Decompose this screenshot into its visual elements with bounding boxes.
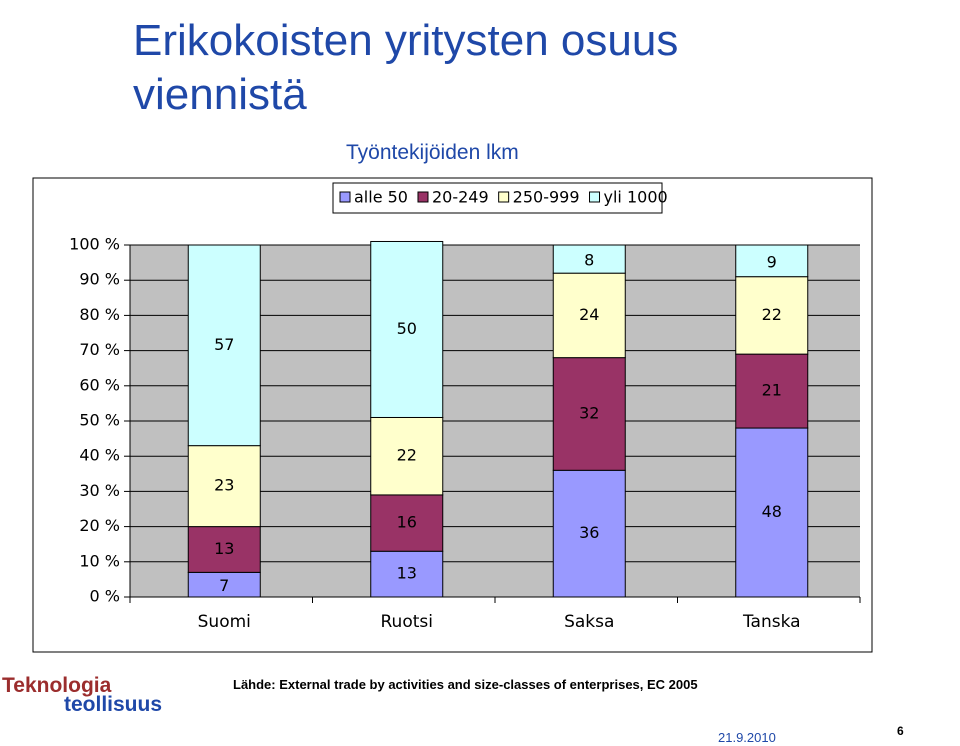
y-tick-label: 60 % — [79, 375, 120, 394]
slide-title: Erikokoisten yritysten osuus viennistä — [133, 16, 679, 119]
x-tick-label: Ruotsi — [381, 612, 433, 632]
data-label: 8 — [584, 251, 594, 270]
x-tick-label: Saksa — [564, 612, 614, 632]
logo-text: Teknologia — [2, 674, 112, 697]
y-tick-label: 70 % — [79, 340, 120, 359]
x-tick-label: Suomi — [198, 612, 251, 632]
data-label: 24 — [579, 305, 599, 324]
data-label: 22 — [397, 446, 417, 465]
legend-label: alle 50 — [354, 188, 408, 207]
data-label: 13 — [214, 539, 234, 558]
data-label: 57 — [214, 335, 234, 354]
page-number: 6 — [897, 724, 904, 738]
data-label: 16 — [397, 513, 417, 532]
y-tick-label: 40 % — [79, 446, 120, 465]
data-label: 48 — [762, 502, 782, 521]
source-note: Lähde: External trade by activities and … — [233, 677, 698, 692]
data-label: 13 — [397, 564, 417, 583]
bar-segment — [552, 272, 626, 359]
bar-segment — [370, 416, 444, 496]
x-tick-label: Tanska — [742, 612, 801, 632]
legend-swatch — [417, 191, 429, 203]
bar-segment — [187, 244, 261, 447]
bar-segment — [552, 469, 626, 598]
logo-text: teollisuus — [64, 693, 163, 716]
bar-segment — [370, 550, 444, 598]
data-label: 50 — [397, 319, 417, 338]
bar-segment — [735, 244, 809, 278]
legend-label: 250-999 — [513, 188, 580, 207]
data-label: 7 — [219, 576, 229, 595]
bar-segment — [735, 353, 809, 429]
data-label: 36 — [579, 523, 599, 542]
bar-segment — [735, 276, 809, 355]
y-tick-label: 100 % — [69, 235, 120, 254]
y-tick-label: 20 % — [79, 516, 120, 535]
data-label: 22 — [762, 305, 782, 324]
y-tick-label: 80 % — [79, 305, 120, 324]
data-label: 32 — [579, 403, 599, 422]
legend-label: 20-249 — [432, 188, 489, 207]
bar-segment — [187, 526, 261, 573]
y-tick-label: 90 % — [79, 270, 120, 289]
bar-segment — [552, 244, 626, 274]
legend-label: yli 1000 — [604, 188, 668, 207]
legend-frame — [332, 182, 663, 214]
bar-segment — [552, 357, 626, 471]
y-tick-label: 50 % — [79, 411, 120, 430]
y-tick-label: 0 % — [90, 587, 120, 606]
bar-segment — [370, 240, 444, 418]
data-label: 23 — [214, 476, 234, 495]
legend-swatch — [339, 191, 351, 203]
y-tick-label: 30 % — [79, 481, 120, 500]
date: 21.9.2010 — [718, 730, 776, 745]
data-label: 9 — [767, 252, 777, 271]
data-label: 21 — [762, 381, 782, 400]
bar-segment — [187, 445, 261, 528]
legend-swatch — [589, 191, 601, 203]
bar-segment — [735, 427, 809, 598]
legend-swatch — [498, 191, 510, 203]
bar-segment — [370, 494, 444, 552]
chart-subtitle: Työntekijöiden lkm — [346, 141, 519, 164]
y-tick-label: 10 % — [79, 551, 120, 570]
